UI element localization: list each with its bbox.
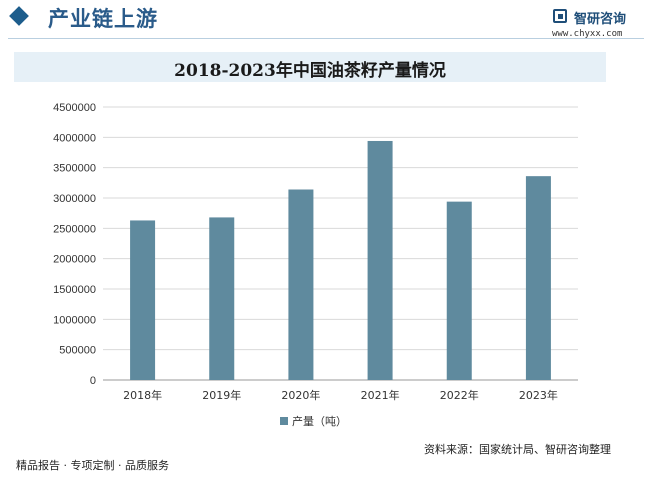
y-tick-label: 0 bbox=[90, 375, 96, 387]
bar-2023 bbox=[525, 176, 551, 380]
section-title: 产业链上游 bbox=[48, 6, 158, 31]
y-tick-label: 2000000 bbox=[53, 254, 96, 266]
header-divider bbox=[8, 38, 644, 39]
bar-chart: 0 500000 1000000 1500000 2000000 2500000 30000… bbox=[53, 102, 578, 428]
chart-title: 2018-2023年中国油茶籽产量情况 bbox=[174, 61, 446, 81]
x-tick-label: 2018年 bbox=[123, 388, 162, 402]
bar-2021 bbox=[367, 140, 393, 380]
footer-tagline: 精品报告 · 专项定制 · 品质服务 bbox=[16, 459, 169, 472]
y-tick-label: 3500000 bbox=[53, 163, 96, 175]
y-tick-label: 4000000 bbox=[53, 132, 96, 144]
bar-2019 bbox=[209, 217, 235, 380]
y-tick-label: 4500000 bbox=[53, 102, 96, 114]
bar-2020 bbox=[288, 189, 314, 380]
chart-title-band: 2018-2023年中国油茶籽产量情况 bbox=[14, 52, 606, 82]
brand-name: 智研咨询 bbox=[574, 12, 627, 27]
x-tick-label: 2021年 bbox=[361, 388, 400, 402]
source-note: 资料来源：国家统计局、智研咨询整理 bbox=[424, 443, 611, 456]
y-tick-label: 3000000 bbox=[53, 193, 96, 205]
x-tick-label: 2023年 bbox=[519, 388, 558, 402]
legend-label: 产量（吨） bbox=[292, 414, 347, 428]
brand-logo-icon bbox=[553, 9, 567, 23]
y-tick-label: 2500000 bbox=[53, 223, 96, 235]
y-tick-label: 1500000 bbox=[53, 284, 96, 296]
y-tick-label: 1000000 bbox=[53, 314, 96, 326]
x-tick-label: 2019年 bbox=[202, 388, 241, 402]
brand-url[interactable]: www.chyxx.com bbox=[552, 29, 623, 39]
page-header: 产业链上游 智研咨询 www.chyxx.com bbox=[0, 0, 650, 40]
bar-2018 bbox=[130, 220, 156, 380]
legend-swatch bbox=[280, 417, 288, 425]
y-tick-label: 500000 bbox=[59, 345, 96, 357]
bar-2022 bbox=[446, 201, 472, 380]
x-tick-label: 2020年 bbox=[281, 388, 320, 402]
x-tick-label: 2022年 bbox=[440, 388, 479, 402]
